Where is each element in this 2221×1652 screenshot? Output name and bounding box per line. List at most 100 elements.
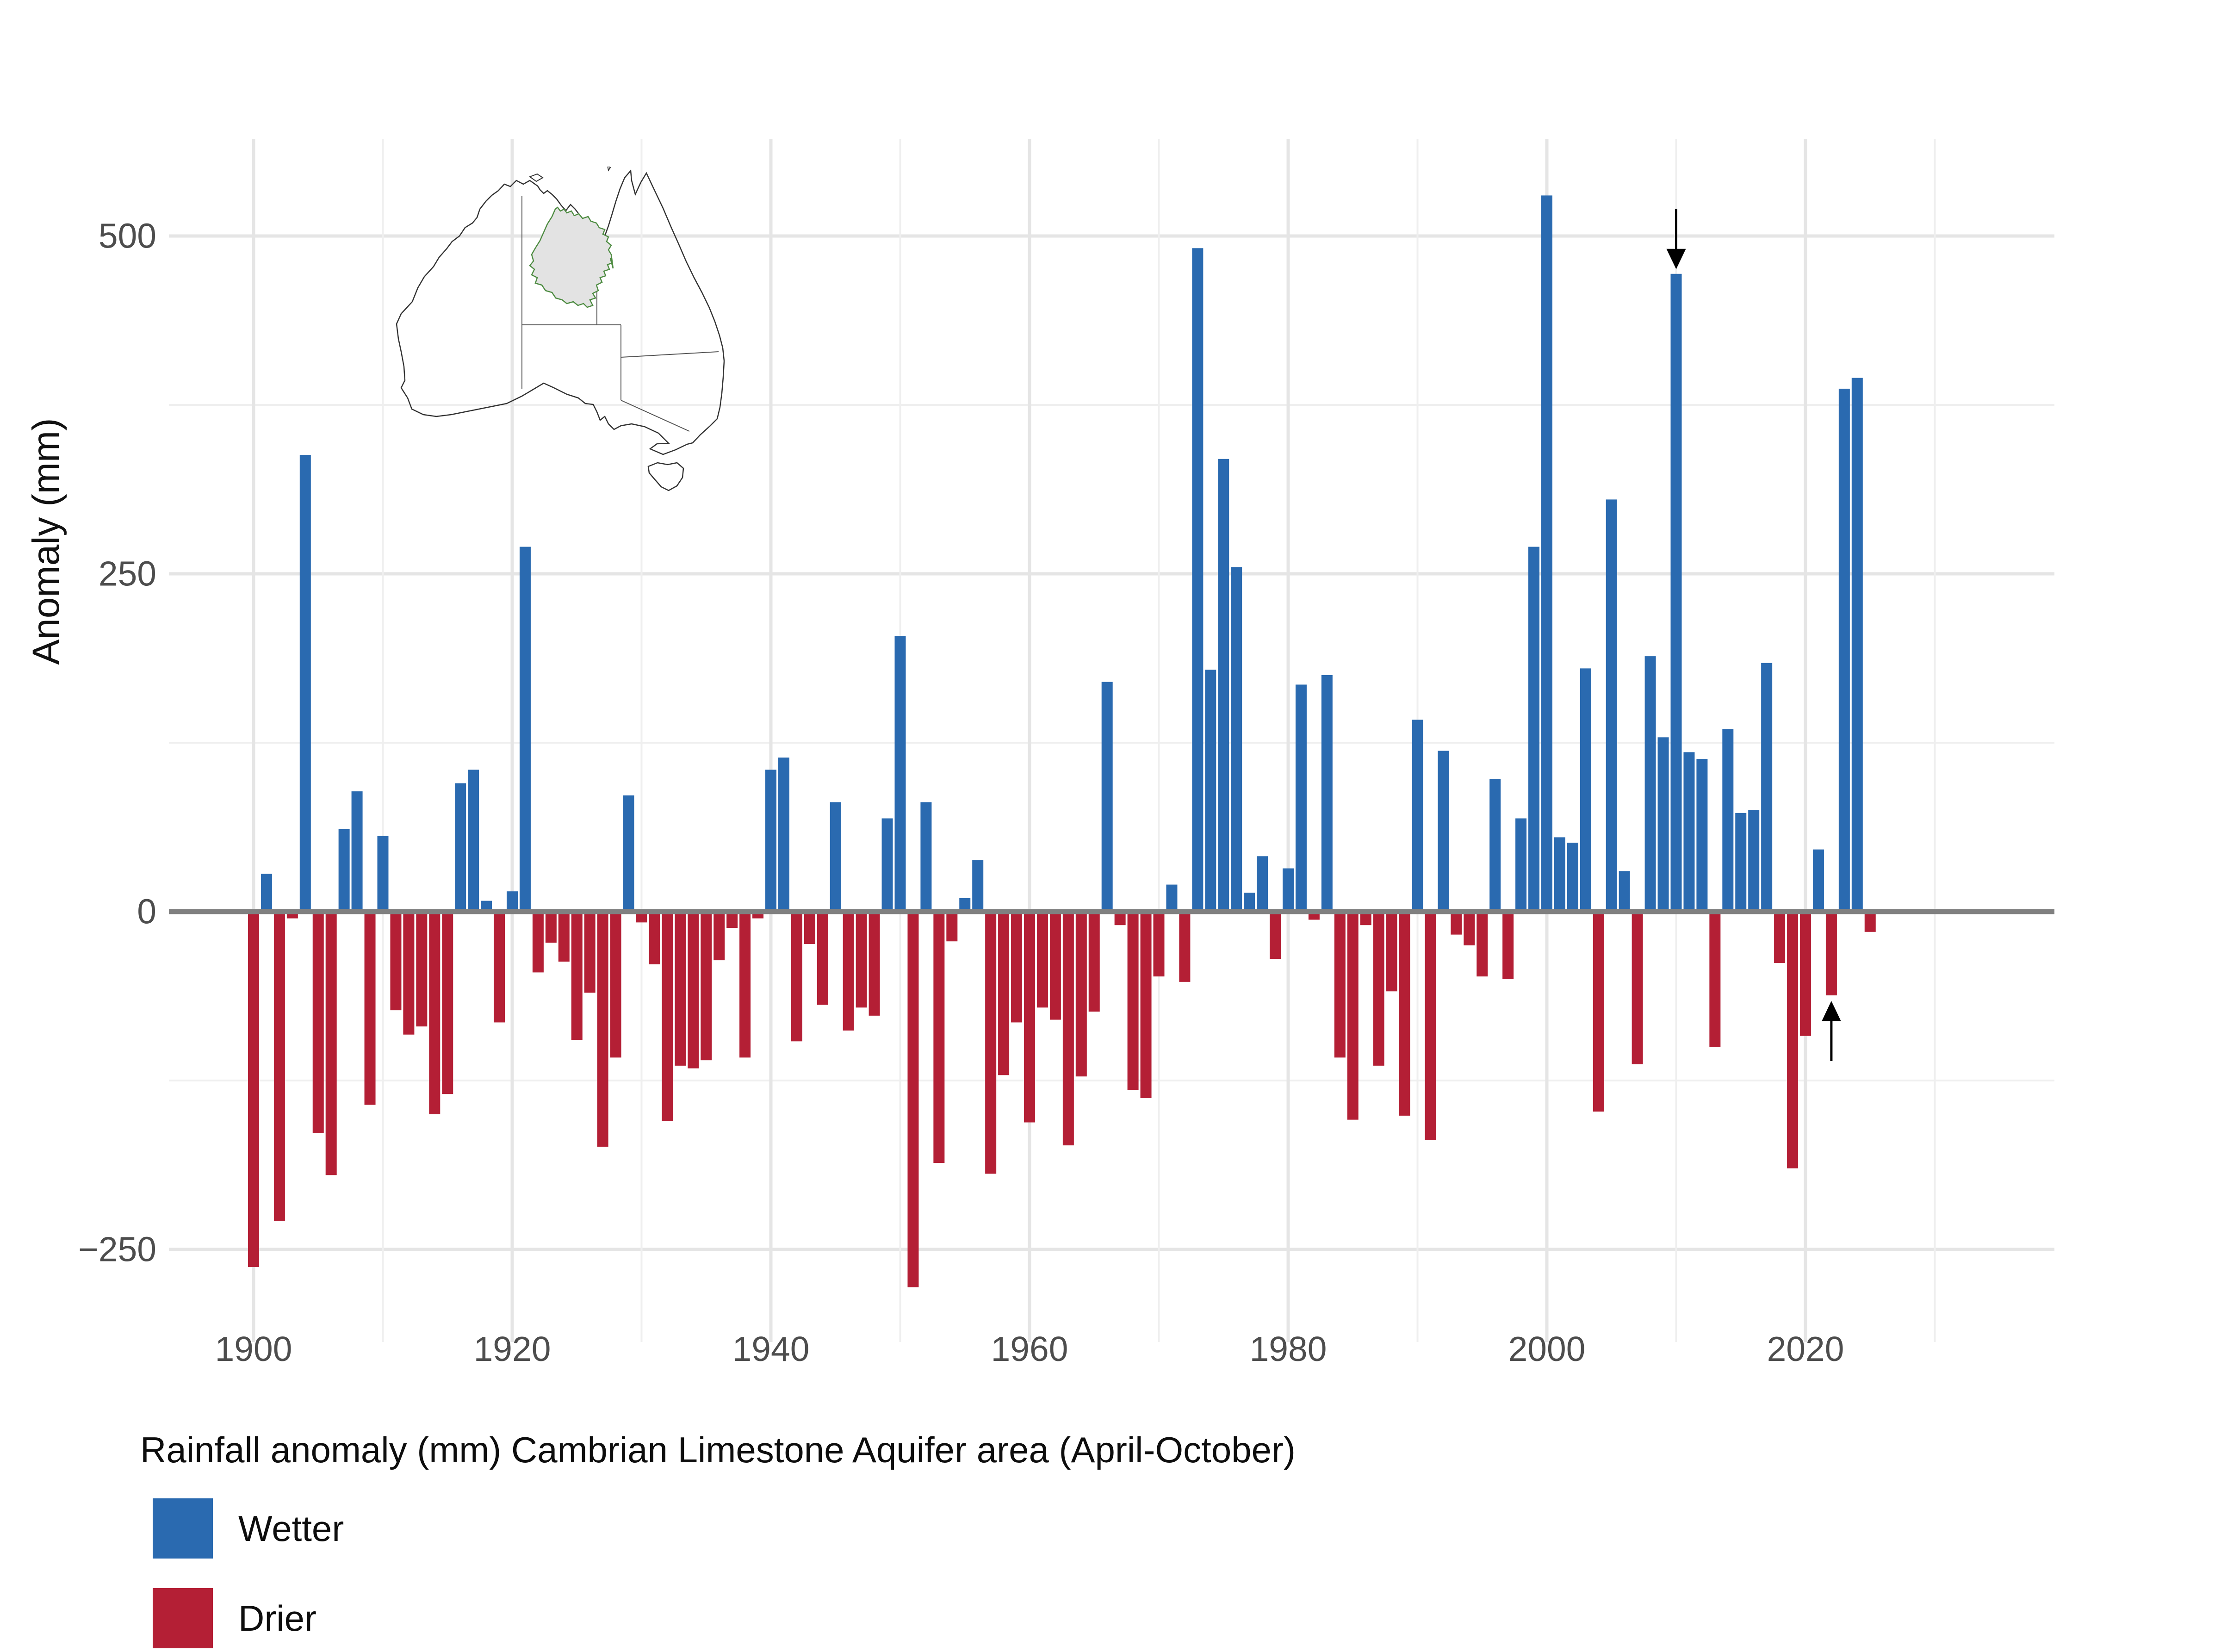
drier-swatch: [153, 1588, 213, 1648]
bar-1907: [338, 829, 350, 912]
bar-1996: [1489, 779, 1501, 912]
bar-1949: [881, 818, 893, 912]
bar-1995: [1477, 912, 1488, 977]
bar-1984: [1334, 912, 1346, 1058]
bar-2025: [1864, 912, 1876, 932]
x-tick-label: 1960: [991, 1329, 1068, 1368]
bar-1980: [1283, 868, 1294, 912]
bar-2011: [1683, 752, 1695, 912]
bar-1965: [1088, 912, 1100, 1012]
wetter-label: Wetter: [238, 1508, 344, 1549]
bar-1981: [1295, 684, 1307, 912]
bar-1911: [390, 912, 402, 1011]
bar-1945: [830, 802, 841, 912]
bar-2014: [1722, 729, 1734, 912]
bar-1944: [817, 912, 828, 1005]
bar-1900: [248, 912, 259, 1267]
bar-1933: [675, 912, 686, 1066]
y-tick-label: −250: [78, 1230, 156, 1269]
bar-1950: [894, 636, 906, 912]
bar-1952: [920, 802, 932, 912]
bar-1957: [985, 912, 997, 1174]
bar-1959: [1011, 912, 1023, 1023]
bar-1905: [312, 912, 324, 1133]
bar-1920: [507, 891, 518, 912]
bar-2017: [1761, 663, 1773, 912]
bar-2013: [1709, 912, 1721, 1047]
bar-2023: [1838, 388, 1850, 912]
bar-1988: [1386, 912, 1397, 992]
bar-1977: [1244, 893, 1255, 912]
bar-1937: [726, 912, 738, 928]
bar-2020: [1800, 912, 1811, 1036]
bar-1999: [1528, 547, 1540, 912]
bar-1923: [545, 912, 557, 943]
bar-2015: [1735, 813, 1747, 912]
bar-1992: [1438, 751, 1449, 912]
x-tick-label: 1940: [732, 1329, 810, 1368]
bar-2009: [1657, 737, 1669, 912]
bar-1915: [442, 912, 453, 1094]
bar-2007: [1632, 912, 1643, 1064]
bar-2022: [1825, 912, 1837, 996]
bar-1969: [1140, 912, 1152, 1098]
bar-2003: [1580, 668, 1591, 912]
bar-1916: [455, 783, 466, 912]
bar-1901: [261, 874, 272, 912]
bar-1985: [1347, 912, 1359, 1120]
australia-outline: [396, 169, 725, 455]
bar-1971: [1166, 884, 1178, 912]
bar-1934: [688, 912, 699, 1068]
bar-1947: [856, 912, 867, 1008]
bar-1913: [416, 912, 428, 1027]
bar-1979: [1270, 912, 1281, 959]
bar-1964: [1075, 912, 1087, 1077]
bar-1922: [532, 912, 544, 973]
bar-2006: [1619, 871, 1630, 912]
wetter-swatch: [153, 1498, 213, 1559]
bar-1927: [597, 912, 608, 1147]
y-tick-label: 250: [98, 554, 156, 593]
bar-1948: [869, 912, 880, 1016]
bar-1976: [1231, 567, 1242, 912]
bar-1921: [519, 547, 531, 912]
bar-1941: [778, 758, 789, 912]
bar-1902: [273, 912, 285, 1221]
bar-1972: [1179, 912, 1191, 982]
australia-map-inset: [396, 167, 725, 491]
bar-2019: [1787, 912, 1799, 1168]
bar-1963: [1062, 912, 1074, 1146]
down-arrowhead: [1666, 248, 1686, 269]
map-islands: [528, 167, 611, 182]
bar-2005: [1606, 499, 1617, 912]
bar-2012: [1696, 759, 1708, 912]
bar-1918: [481, 901, 492, 912]
bar-1956: [972, 860, 984, 912]
bar-1935: [701, 912, 712, 1061]
bar-1962: [1049, 912, 1061, 1020]
bar-1936: [713, 912, 725, 961]
bar-1958: [998, 912, 1010, 1075]
bar-1974: [1205, 670, 1216, 912]
bar-1991: [1425, 912, 1436, 1140]
bar-2016: [1748, 810, 1760, 912]
bar-1951: [907, 912, 919, 1287]
bar-2004: [1593, 912, 1604, 1112]
x-tick-label: 1900: [215, 1329, 292, 1368]
bar-1987: [1373, 912, 1384, 1066]
bar-2008: [1644, 656, 1656, 912]
x-tick-label: 1920: [473, 1329, 551, 1368]
bar-1970: [1153, 912, 1165, 977]
bar-1912: [403, 912, 415, 1035]
bar-1997: [1502, 912, 1514, 979]
bar-1908: [351, 791, 363, 912]
bar-1929: [623, 795, 634, 912]
bar-1931: [649, 912, 660, 964]
bar-1932: [662, 912, 673, 1121]
bar-1925: [571, 912, 583, 1040]
legend-item-drier: Drier: [153, 1588, 316, 1648]
chart-caption: Rainfall anomaly (mm) Cambrian Limestone…: [140, 1429, 1296, 1470]
y-tick-label: 0: [137, 892, 156, 931]
bar-1904: [299, 455, 311, 912]
